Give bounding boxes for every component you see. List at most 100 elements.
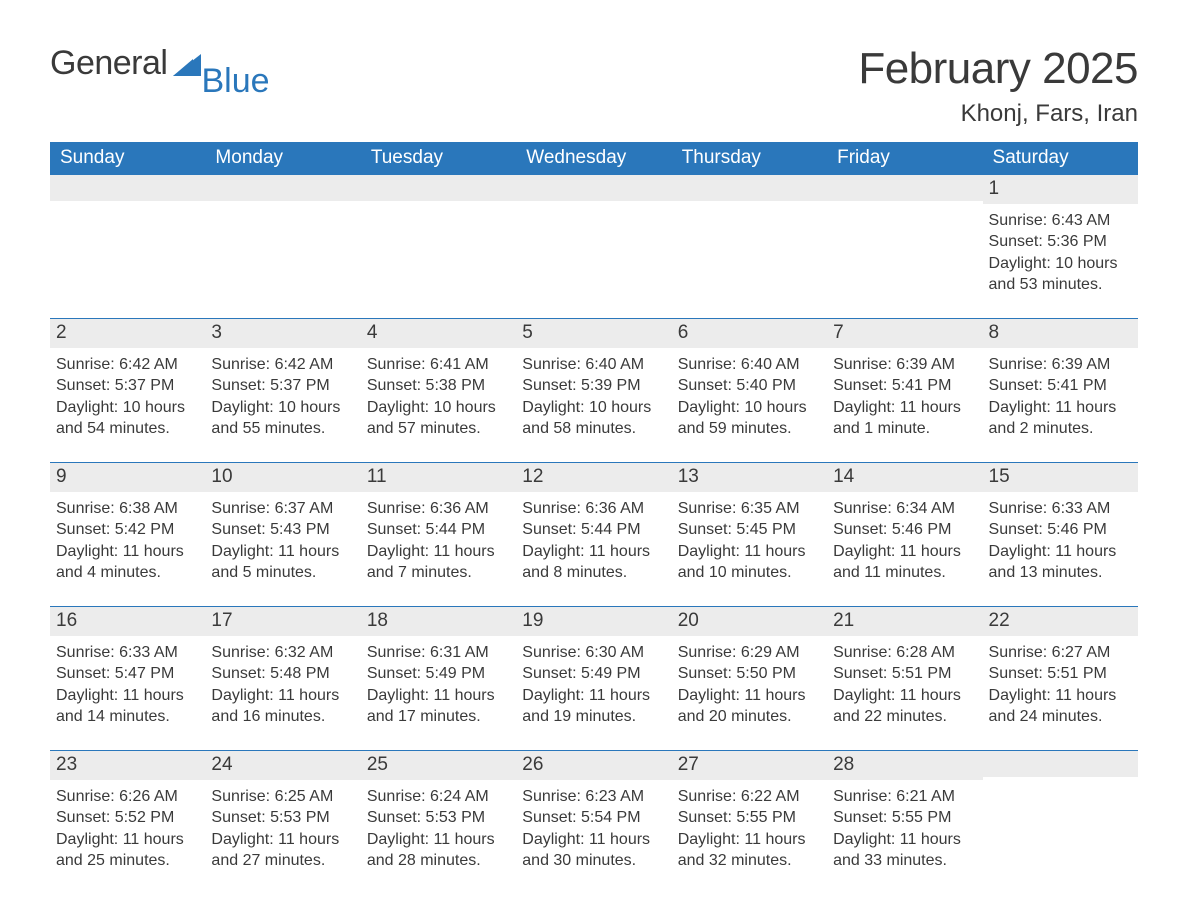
sunrise-text: Sunrise: 6:29 AM [678,642,821,664]
calendar-day-cell: 26 Sunrise: 6:23 AMSunset: 5:54 PMDayligh… [516,751,671,895]
calendar-day-cell: 28Sunrise: 6:21 AMSunset: 5:55 PMDayligh… [827,751,982,895]
calendar-table: SundayMondayTuesdayWednesdayThursdayFrid… [50,142,1138,894]
sunrise-text: Sunrise: 6:39 AM [833,354,976,376]
daylight-text: Daylight: 11 hours and 17 minutes. [367,685,510,728]
sunset-text: Sunset: 5:50 PM [678,663,821,685]
sunset-text: Sunset: 5:49 PM [522,663,665,685]
day-number-bar: 15 [983,463,1138,492]
day-number-bar: 28 [827,751,982,780]
day-number-bar [361,175,516,201]
sunrise-text: Sunrise: 6:31 AM [367,642,510,664]
daylight-text: Daylight: 11 hours and 24 minutes. [989,685,1132,728]
sunrise-text: Sunrise: 6:36 AM [367,498,510,520]
daylight-text: Daylight: 11 hours and 2 minutes. [989,397,1132,440]
calendar-day-cell: 15Sunrise: 6:33 AMSunset: 5:46 PMDayligh… [983,463,1138,607]
calendar-day-cell: 8Sunrise: 6:39 AMSunset: 5:41 PMDaylight… [983,319,1138,463]
sunset-text: Sunset: 5:36 PM [989,231,1132,253]
day-header: Saturday [983,142,1138,175]
sunrise-text: Sunrise: 6:35 AM [678,498,821,520]
day-header: Thursday [672,142,827,175]
calendar-day-cell: 6 Sunrise: 6:40 AMSunset: 5:40 PMDaylight… [672,319,827,463]
day-number-bar: 2 [50,319,205,348]
calendar-day-cell [827,175,982,319]
day-number-bar: 26 [516,751,671,780]
daylight-text: Daylight: 10 hours and 59 minutes. [678,397,821,440]
daylight-text: Daylight: 11 hours and 14 minutes. [56,685,199,728]
sunset-text: Sunset: 5:53 PM [211,807,354,829]
calendar-week-row: 23Sunrise: 6:26 AMSunset: 5:52 PMDayligh… [50,751,1138,895]
day-number-bar: 16 [50,607,205,636]
day-number-bar: 10 [205,463,360,492]
sunset-text: Sunset: 5:55 PM [833,807,976,829]
sunrise-text: Sunrise: 6:40 AM [522,354,665,376]
sunset-text: Sunset: 5:53 PM [367,807,510,829]
logo-word-general: General [50,44,167,83]
sunset-text: Sunset: 5:54 PM [522,807,665,829]
calendar-day-cell: 5Sunrise: 6:40 AMSunset: 5:39 PMDaylight… [516,319,671,463]
day-number-bar: 21 [827,607,982,636]
month-title: February 2025 [858,44,1138,94]
day-number-bar: 25 [361,751,516,780]
day-number-bar: 20 [672,607,827,636]
daylight-text: Daylight: 11 hours and 25 minutes. [56,829,199,872]
day-number-bar: 23 [50,751,205,780]
daylight-text: Daylight: 11 hours and 8 minutes. [522,541,665,584]
sunrise-text: Sunrise: 6:40 AM [678,354,821,376]
calendar-day-cell: 17Sunrise: 6:32 AMSunset: 5:48 PMDayligh… [205,607,360,751]
sunset-text: Sunset: 5:39 PM [522,375,665,397]
sunset-text: Sunset: 5:49 PM [367,663,510,685]
day-number-bar: 24 [205,751,360,780]
sunrise-text: Sunrise: 6:37 AM [211,498,354,520]
calendar-day-cell: 18Sunrise: 6:31 AMSunset: 5:49 PMDayligh… [361,607,516,751]
daylight-text: Daylight: 11 hours and 7 minutes. [367,541,510,584]
sunrise-text: Sunrise: 6:36 AM [522,498,665,520]
sunset-text: Sunset: 5:55 PM [678,807,821,829]
calendar-header-row: SundayMondayTuesdayWednesdayThursdayFrid… [50,142,1138,175]
calendar-day-cell [50,175,205,319]
title-block: February 2025 Khonj, Fars, Iran [858,44,1138,128]
calendar-day-cell: 19Sunrise: 6:30 AMSunset: 5:49 PMDayligh… [516,607,671,751]
day-number-bar: 4 [361,319,516,348]
calendar-week-row: 2Sunrise: 6:42 AMSunset: 5:37 PMDaylight… [50,319,1138,463]
calendar-week-row: 1Sunrise: 6:43 AMSunset: 5:36 PMDaylight… [50,175,1138,319]
calendar-day-cell: 14Sunrise: 6:34 AMSunset: 5:46 PMDayligh… [827,463,982,607]
day-number-bar: 6 [672,319,827,348]
sunrise-text: Sunrise: 6:21 AM [833,786,976,808]
daylight-text: Daylight: 11 hours and 11 minutes. [833,541,976,584]
calendar-day-cell: 21Sunrise: 6:28 AMSunset: 5:51 PMDayligh… [827,607,982,751]
sunset-text: Sunset: 5:46 PM [989,519,1132,541]
day-number-bar [516,175,671,201]
page-header: General Blue February 2025 Khonj, Fars, … [50,44,1138,128]
daylight-text: Daylight: 11 hours and 5 minutes. [211,541,354,584]
sunrise-text: Sunrise: 6:26 AM [56,786,199,808]
sunset-text: Sunset: 5:44 PM [367,519,510,541]
daylight-text: Daylight: 11 hours and 19 minutes. [522,685,665,728]
calendar-day-cell [205,175,360,319]
day-number-bar [983,751,1138,777]
day-header: Friday [827,142,982,175]
day-number-bar: 7 [827,319,982,348]
calendar-week-row: 9Sunrise: 6:38 AMSunset: 5:42 PMDaylight… [50,463,1138,607]
sunset-text: Sunset: 5:37 PM [56,375,199,397]
daylight-text: Daylight: 11 hours and 20 minutes. [678,685,821,728]
calendar-day-cell: 20 Sunrise: 6:29 AMSunset: 5:50 PMDayligh… [672,607,827,751]
daylight-text: Daylight: 11 hours and 1 minute. [833,397,976,440]
calendar-body: 1 Sunrise: 6:43 AMSunset: 5:36 PM Daylight… [50,175,1138,894]
day-header: Tuesday [361,142,516,175]
calendar-day-cell: 7Sunrise: 6:39 AMSunset: 5:41 PMDaylight… [827,319,982,463]
day-number-bar: 1 [983,175,1138,204]
sunrise-text: Sunrise: 6:30 AM [522,642,665,664]
sunset-text: Sunset: 5:51 PM [989,663,1132,685]
day-number-bar [205,175,360,201]
calendar-day-cell [983,751,1138,895]
sunset-text: Sunset: 5:52 PM [56,807,199,829]
day-number-bar: 27 [672,751,827,780]
calendar-day-cell: 27Sunrise: 6:22 AMSunset: 5:55 PMDayligh… [672,751,827,895]
sunset-text: Sunset: 5:38 PM [367,375,510,397]
sunset-text: Sunset: 5:40 PM [678,375,821,397]
sunrise-text: Sunrise: 6:23 AM [522,786,665,808]
sunrise-text: Sunrise: 6:24 AM [367,786,510,808]
sunrise-text: Sunrise: 6:43 AM [989,210,1132,232]
brand-logo: General Blue [50,44,270,83]
daylight-text: Daylight: 11 hours and 30 minutes. [522,829,665,872]
